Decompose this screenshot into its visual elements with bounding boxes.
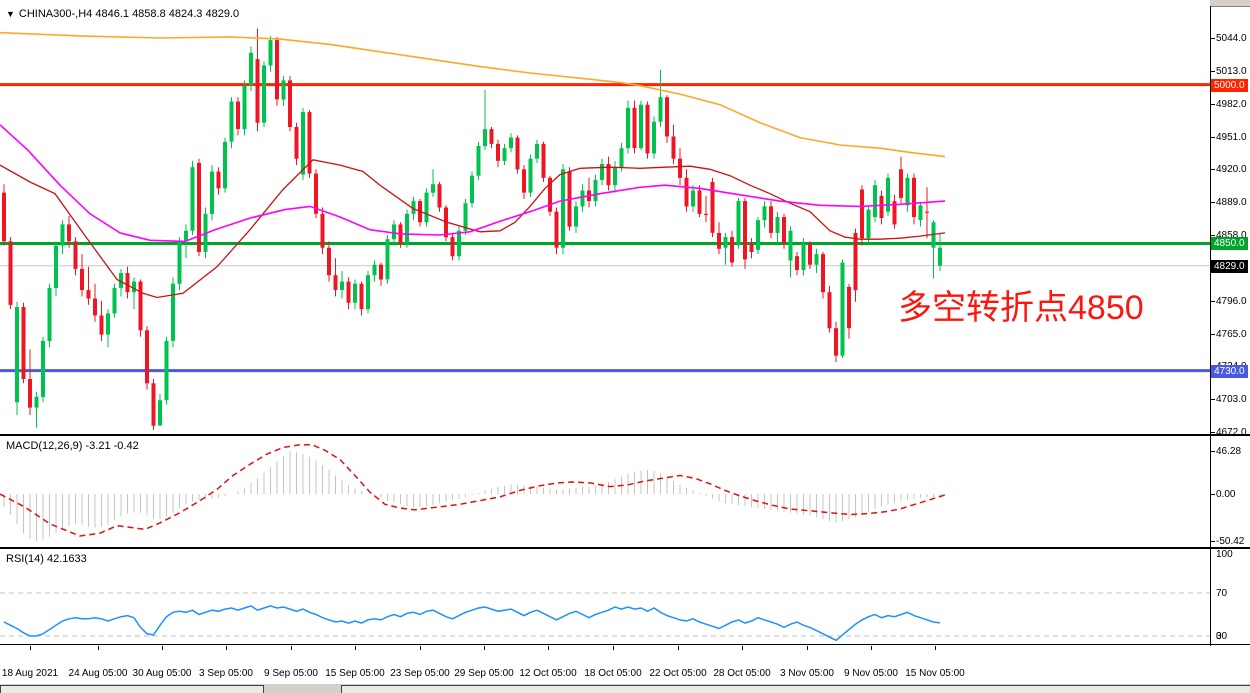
macd-tick-label: -50.42 [1216,536,1245,547]
price-tick-label: 4920.0 [1216,164,1247,175]
time-tick-label: 12 Oct 05:00 [519,668,577,679]
macd-histogram [3,451,941,541]
price-badge-resistance: 5000.0 [1211,79,1248,92]
panel-separator-3 [0,644,1250,645]
macd-canvas[interactable] [0,437,1210,547]
time-tick-label: 18 Aug 2021 [1,668,59,679]
price-tick-label: 4858.0 [1216,230,1247,241]
time-tickmark [420,646,421,650]
time-tick-label: 22 Oct 05:00 [649,668,707,679]
time-tick-label: 24 Aug 05:00 [68,668,128,679]
price-tickmark [1211,202,1215,203]
price-tickmark [1211,235,1215,236]
time-tick-label: 9 Nov 05:00 [844,668,898,679]
symbol-dropdown-icon[interactable]: ▼ [6,9,15,19]
price-tick-label: 4951.0 [1216,132,1247,143]
price-tickmark [1211,169,1215,170]
macd-name: MACD(12,26,9) [6,440,83,452]
rsi-line [3,605,941,642]
price-tickmark [1211,334,1215,335]
rsi-label: RSI(14) 42.1633 [6,553,87,565]
ma-fast-red [0,159,946,299]
price-tickmark [1211,399,1215,400]
candlestick-layer [2,28,942,430]
rsi-tick-label: 0 [1216,631,1222,642]
price-tickmark [1211,38,1215,39]
time-tickmark [162,646,163,650]
time-tickmark [291,646,292,650]
ohlc-low: 4824.3 [168,8,203,20]
price-badge-support: 4730.0 [1211,365,1248,378]
macd-label: MACD(12,26,9) -3.21 -0.42 [6,440,139,452]
time-tickmark [935,646,936,650]
time-tick-label: 29 Sep 05:00 [454,668,514,679]
macd-tick-label: 0.00 [1216,489,1236,501]
time-tickmark [742,646,743,650]
time-tick-label: 18 Oct 05:00 [584,668,642,679]
symbol-name: CHINA300-,H4 [18,8,93,20]
price-tick-label: 4889.0 [1216,197,1247,208]
macd-tick-label: 46.28 [1216,446,1242,457]
price-tick-label: 5044.0 [1216,33,1247,44]
price-tick-label: 4703.0 [1216,394,1247,405]
ohlc-high: 4858.8 [132,8,166,20]
rsi-tick-label: 70 [1216,588,1228,599]
time-tickmark [678,646,679,650]
rsi-panel[interactable] [0,550,1210,644]
rsi-canvas[interactable] [0,550,1210,644]
time-tickmark [871,646,872,650]
price-badge-pivot: 4850.0 [1211,237,1248,250]
chart-annotation-text[interactable]: 多空转折点4850 [898,289,1144,327]
time-tick-label: 15 Sep 05:00 [325,668,385,679]
time-tick-label: 15 Nov 05:00 [905,668,965,679]
time-tick-label: 9 Sep 05:00 [264,668,318,679]
price-tickmark [1211,432,1215,433]
time-tickmark [226,646,227,650]
price-tick-label: 4982.0 [1216,99,1247,110]
price-tickmark [1211,71,1215,72]
price-axis-line [1210,6,1211,646]
time-tick-label: 23 Sep 05:00 [390,668,450,679]
macd-values: -3.21 -0.42 [85,440,139,452]
ma-mid-magenta [0,124,946,243]
window-chrome-bottom [0,684,1250,693]
macd-tickmark [1211,541,1215,542]
price-tick-label: 4672.0 [1216,427,1247,438]
main-chart-canvas[interactable] [0,0,1210,435]
time-tickmark [98,646,99,650]
price-tick-label: 4796.0 [1216,296,1247,307]
statusbar-cell-right [341,685,1250,693]
symbol-info: ▼ CHINA300-,H4 4846.1 4858.8 4824.3 4829.… [6,8,239,20]
ohlc-open: 4846.1 [95,8,129,20]
macd-signal-line [0,443,946,537]
price-tick-label: 4765.0 [1216,329,1247,340]
ohlc-close: 4829.0 [205,8,240,20]
time-tickmark [355,646,356,650]
time-tickmark [484,646,485,650]
panel-separator-1[interactable] [0,434,1250,436]
main-price-panel[interactable] [0,0,1210,435]
panel-separator-2[interactable] [0,547,1250,549]
time-tickmark [807,646,808,650]
price-badge-current-price: 4829.0 [1211,260,1248,273]
time-tickmark [548,646,549,650]
price-tickmark [1211,301,1215,302]
price-tick-label: 5013.0 [1216,66,1247,77]
time-tick-label: 3 Nov 05:00 [780,668,834,679]
ma-slow-orange [0,31,946,158]
price-tickmark [1211,104,1215,105]
time-tickmark [613,646,614,650]
time-tick-label: 30 Aug 05:00 [132,668,192,679]
time-tick-label: 28 Oct 05:00 [713,668,771,679]
macd-tickmark [1211,494,1215,496]
macd-tickmark [1211,451,1215,452]
macd-panel[interactable] [0,437,1210,547]
time-tickmark [30,646,31,650]
price-tickmark [1211,137,1215,138]
rsi-tick-label: 30 [1216,631,1228,642]
time-tick-label: 3 Sep 05:00 [199,668,253,679]
rsi-tick-label: 100 [1216,549,1233,560]
statusbar-cell-left [0,685,264,693]
